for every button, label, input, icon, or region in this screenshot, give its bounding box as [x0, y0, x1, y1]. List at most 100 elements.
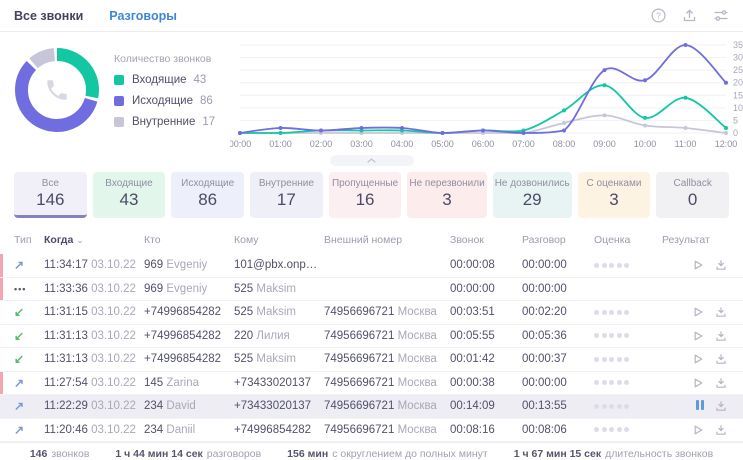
- call-rating: [594, 427, 662, 433]
- download-icon[interactable]: [715, 377, 727, 389]
- call-whom: 101@pbx.onp…: [234, 259, 318, 272]
- call-whom: 525 Maksim: [234, 353, 297, 366]
- table-row[interactable]: ↙ 11:31:13 03.10.22 +74996854282 220 Лилия 7…: [0, 325, 743, 348]
- column-header: Результат: [662, 234, 710, 246]
- table-row[interactable]: ••• 11:33:36 03.10.22 969 Evgeniy 525 Maksi…: [0, 277, 743, 301]
- filter-label: Callback: [673, 178, 712, 189]
- summary-footer: 146 звонков 1 ч 44 мин 14 сек разговоров 156…: [0, 442, 743, 460]
- filter-card[interactable]: Пропущенные 16: [328, 172, 402, 218]
- filter-card[interactable]: Все 146: [14, 172, 87, 218]
- table-row[interactable]: ↗ 11:22:29 03.10.22 234 David +73433020137 7…: [0, 395, 743, 419]
- chevron-up-icon: [367, 157, 376, 163]
- call-rating: [594, 356, 662, 362]
- rating-dots[interactable]: [594, 262, 662, 268]
- tab-all-calls[interactable]: Все звонки: [14, 8, 84, 23]
- download-icon[interactable]: [715, 424, 727, 436]
- legend-item[interactable]: Внутренние 17: [114, 116, 230, 128]
- filter-card[interactable]: Не дозвонились 29: [492, 172, 572, 218]
- talk-duration: 00:00:37: [522, 353, 567, 366]
- legend-swatch: [114, 75, 124, 85]
- rating-dots[interactable]: [594, 380, 662, 386]
- download-icon[interactable]: [715, 330, 727, 342]
- call-who: 969 Evgeniy: [144, 282, 208, 295]
- call-when: 11:27:54 03.10.22: [44, 376, 136, 389]
- call-who: +74996854282: [144, 353, 222, 366]
- svg-text:11:00: 11:00: [675, 139, 697, 149]
- column-header-sortable[interactable]: Когда ⌄: [44, 234, 84, 246]
- stat-value: 1 ч 44 мин 14 сек: [115, 448, 203, 460]
- call-who: +74996854282: [144, 306, 222, 319]
- legend-label: Внутренние: [132, 116, 196, 128]
- filter-settings-icon[interactable]: [713, 8, 729, 23]
- call-who: 969 Evgeniy: [144, 259, 208, 272]
- stat-label: с округлением до полных минут: [332, 448, 488, 460]
- pause-icon[interactable]: [696, 400, 704, 412]
- table-row[interactable]: ↗ 11:34:17 03.10.22 969 Evgeniy 101@pbx.onp…: [0, 254, 743, 278]
- incoming-call-icon: ↙: [14, 352, 25, 367]
- play-icon[interactable]: [692, 353, 704, 365]
- filter-count: 0: [687, 190, 698, 209]
- rating-dots[interactable]: [594, 427, 662, 433]
- play-icon[interactable]: [692, 424, 704, 436]
- filter-count: 17: [276, 190, 296, 209]
- play-icon[interactable]: [692, 377, 704, 389]
- call-result: [662, 377, 731, 389]
- table-row[interactable]: ↗ 11:27:54 03.10.22 145 Zarina +73433020137…: [0, 371, 743, 395]
- help-icon[interactable]: ?: [651, 8, 666, 23]
- legend-swatch: [114, 96, 124, 106]
- external-number: 74956696721 Москва: [324, 306, 437, 319]
- legend-item[interactable]: Исходящие 86: [114, 95, 230, 107]
- call-result: [662, 330, 731, 342]
- svg-text:25: 25: [733, 65, 743, 75]
- tab-conversations[interactable]: Разговоры: [109, 8, 177, 23]
- call-when: 11:33:36 03.10.22: [44, 282, 136, 295]
- call-type: ↙: [14, 329, 44, 343]
- filter-card[interactable]: Входящие 43: [92, 172, 166, 218]
- play-icon[interactable]: [692, 330, 704, 342]
- rating-dots[interactable]: [594, 403, 662, 409]
- download-icon[interactable]: [715, 400, 727, 412]
- filter-card[interactable]: С оценками 3: [577, 172, 651, 218]
- svg-text:?: ?: [656, 11, 661, 21]
- stat-value: 1 ч 67 мин 15 сек: [513, 448, 602, 460]
- svg-text:5: 5: [733, 115, 738, 125]
- column-header: Кому: [234, 234, 259, 246]
- call-rating: [594, 403, 662, 409]
- play-icon[interactable]: [692, 306, 704, 318]
- call-result: [662, 306, 731, 318]
- filter-card[interactable]: Внутренние 17: [250, 172, 323, 218]
- download-icon[interactable]: [715, 259, 727, 271]
- calls-table: ↗ 11:34:17 03.10.22 969 Evgeniy 101@pbx.onp…: [0, 254, 743, 442]
- call-when: 11:20:46 03.10.22: [44, 423, 136, 436]
- filter-card[interactable]: Исходящие 86: [171, 172, 245, 218]
- column-header: Оценка: [594, 234, 631, 246]
- legend-item[interactable]: Входящие 43: [114, 74, 230, 86]
- call-whom: 525 Maksim: [234, 282, 297, 295]
- table-row[interactable]: ↙ 11:31:13 03.10.22 +74996854282 525 Maksim…: [0, 348, 743, 372]
- table-row[interactable]: ↗ 11:20:46 03.10.22 234 Daniil +74996854282…: [0, 419, 743, 442]
- rating-dots[interactable]: [594, 356, 662, 362]
- main-tabs: Все звонки Разговоры: [14, 9, 177, 23]
- table-row[interactable]: ↙ 11:31:15 03.10.22 +74996854282 525 Maksim…: [0, 301, 743, 325]
- call-type: ↙: [14, 352, 44, 366]
- call-duration: 00:00:00: [450, 282, 495, 295]
- filter-card[interactable]: Callback 0: [656, 172, 729, 218]
- svg-text:10: 10: [733, 103, 743, 113]
- svg-text:12:00: 12:00: [715, 139, 738, 149]
- call-type: ↗: [14, 423, 44, 437]
- calls-donut-chart: [14, 47, 100, 133]
- export-icon[interactable]: [682, 8, 697, 23]
- collapse-chart-button[interactable]: [329, 154, 414, 166]
- legend-title: Количество звонков: [114, 53, 212, 65]
- call-type: •••: [14, 283, 44, 295]
- chart-collapse-row: [0, 152, 743, 168]
- filter-card[interactable]: Не перезвонили 3: [407, 172, 487, 218]
- rating-dots[interactable]: [594, 309, 662, 315]
- call-whom: +74996854282: [234, 423, 312, 436]
- download-icon[interactable]: [715, 353, 727, 365]
- download-icon[interactable]: [715, 306, 727, 318]
- rating-dots[interactable]: [594, 333, 662, 339]
- filter-label: Не перезвонили: [409, 178, 485, 189]
- play-icon[interactable]: [692, 259, 704, 271]
- external-number: 74956696721 Москва: [324, 376, 437, 389]
